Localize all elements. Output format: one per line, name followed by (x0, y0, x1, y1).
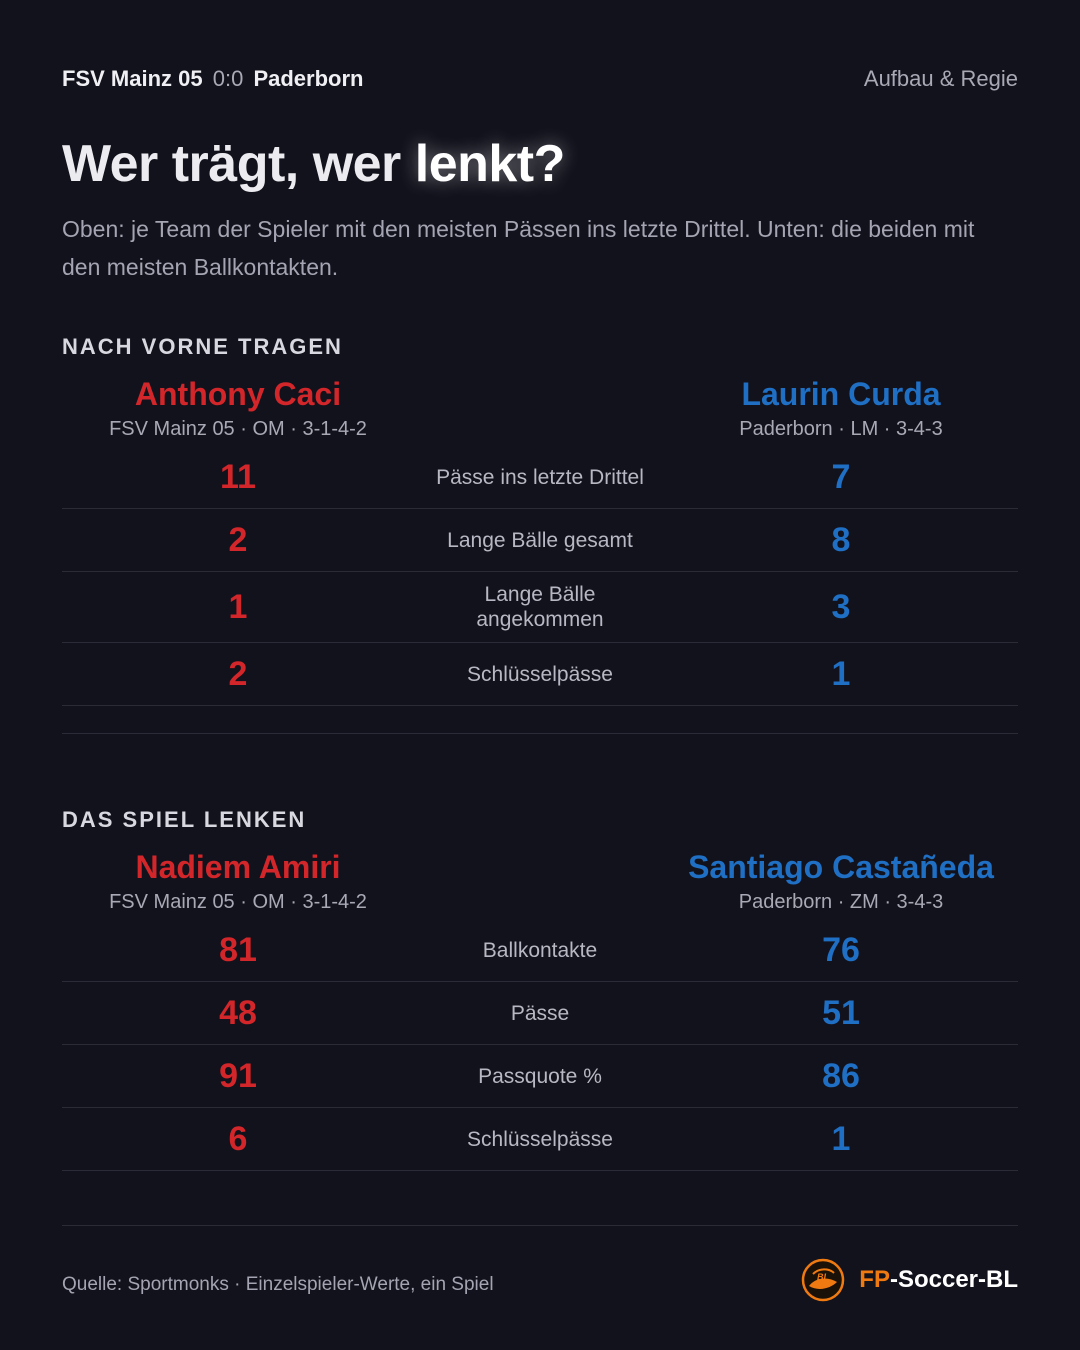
right-player-meta: Paderborn · ZM · 3-4-3 (738, 891, 944, 913)
right-value: 86 (822, 1056, 860, 1095)
brand-name: FP-Soccer-BL (859, 1266, 1018, 1294)
left-value: 91 (219, 1056, 257, 1095)
left-value: 11 (220, 457, 256, 496)
footer: Quelle: Sportmonks · Einzelspieler-Werte… (62, 1258, 1018, 1308)
left-player: Anthony Caci FSV Mainz 05 · OM · 3-1-4-2 (58, 374, 418, 444)
section-carry-forward: NACH VORNE TRAGEN Anthony Caci FSV Mainz… (62, 334, 1018, 464)
right-player-name: Laurin Curda (741, 376, 941, 412)
away-team: Paderborn (253, 66, 364, 91)
stats-table-2: 81 Ballkontakte 76 48 Pässe 51 91 Passqu… (62, 919, 1018, 1171)
stat-row: 91 Passquote % 86 (62, 1045, 1018, 1108)
left-player-meta: FSV Mainz 05 · OM · 3-1-4-2 (109, 891, 367, 913)
stat-label: Pässe ins letzte Drittel (436, 465, 644, 489)
left-player-name: Nadiem Amiri (135, 849, 341, 885)
section-divider (62, 733, 1018, 734)
brand-suffix: -Soccer-BL (889, 1266, 1018, 1293)
stats-table-1: 11 Pässe ins letzte Drittel 7 2 Lange Bä… (62, 446, 1018, 706)
left-player: Nadiem Amiri FSV Mainz 05 · OM · 3-1-4-2 (58, 847, 418, 917)
section-title: DAS SPIEL LENKEN (62, 807, 307, 832)
right-player-meta: Paderborn · LM · 3-4-3 (739, 418, 943, 440)
match-info: FSV Mainz 05 0:0 Paderborn (62, 66, 363, 92)
stat-label: Pässe (510, 1001, 570, 1025)
right-player-name: Santiago Castañeda (688, 849, 994, 885)
right-player: Laurin Curda Paderborn · LM · 3-4-3 (661, 374, 1021, 444)
right-value: 8 (831, 520, 851, 559)
player-header: Anthony Caci FSV Mainz 05 · OM · 3-1-4-2… (62, 374, 1018, 464)
left-value: 1 (228, 587, 248, 626)
player-header: Nadiem Amiri FSV Mainz 05 · OM · 3-1-4-2… (62, 847, 1018, 937)
stat-row: 1 Lange Bälle angekommen 3 (62, 572, 1018, 643)
stat-label: Lange Bälle angekommen (476, 583, 604, 631)
left-player-meta: FSV Mainz 05 · OM · 3-1-4-2 (109, 418, 367, 440)
stat-label: Schlüsselpässe (467, 1127, 613, 1151)
title-part2: lenkt? (414, 135, 566, 193)
stat-label: Schlüsselpässe (467, 662, 613, 686)
stat-row: 2 Lange Bälle gesamt 8 (62, 509, 1018, 572)
stat-label: Ballkontakte (482, 938, 598, 962)
left-value: 2 (228, 520, 248, 559)
right-value: 76 (822, 930, 860, 969)
logo-text: BL (817, 1272, 829, 1282)
stat-row: 81 Ballkontakte 76 (62, 919, 1018, 982)
left-value: 48 (219, 993, 257, 1032)
title-part1: Wer trägt, wer (62, 135, 415, 193)
left-value: 6 (228, 1119, 248, 1158)
right-value: 3 (831, 587, 851, 626)
right-player: Santiago Castañeda Paderborn · ZM · 3-4-… (641, 847, 1041, 917)
source-note: Quelle: Sportmonks · Einzelspieler-Werte… (62, 1274, 494, 1295)
left-value: 2 (228, 654, 248, 693)
brand: BL FP-Soccer-BL (801, 1258, 1018, 1302)
page-title: Wer trägt, wer lenkt? (62, 134, 565, 194)
page-subtitle: Oben: je Team der Spieler mit den meiste… (62, 216, 975, 280)
right-value: 1 (831, 654, 851, 693)
bl-soccer-logo-icon: BL (802, 1258, 845, 1302)
stat-row: 48 Pässe 51 (62, 982, 1018, 1045)
left-player-name: Anthony Caci (134, 376, 342, 412)
section-control-game: DAS SPIEL LENKEN Nadiem Amiri FSV Mainz … (62, 807, 1018, 937)
right-value: 7 (831, 457, 851, 496)
stat-row: 2 Schlüsselpässe 1 (62, 643, 1018, 706)
right-value: 51 (822, 993, 860, 1032)
header-bar: FSV Mainz 05 0:0 Paderborn Aufbau & Regi… (62, 64, 1018, 94)
brand-prefix: FP (859, 1266, 890, 1293)
stat-row: 11 Pässe ins letzte Drittel 7 (62, 446, 1018, 509)
stat-row: 6 Schlüsselpässe 1 (62, 1108, 1018, 1171)
section-title: NACH VORNE TRAGEN (62, 334, 343, 359)
section-tag: Aufbau & Regie (863, 66, 1018, 91)
stat-label: Lange Bälle gesamt (447, 528, 633, 552)
footer-divider (62, 1225, 1018, 1226)
right-value: 1 (831, 1119, 851, 1158)
match-score: 0:0 (212, 66, 244, 91)
home-team: FSV Mainz 05 (62, 66, 203, 91)
left-value: 81 (219, 930, 257, 969)
stat-label: Passquote % (478, 1064, 602, 1088)
